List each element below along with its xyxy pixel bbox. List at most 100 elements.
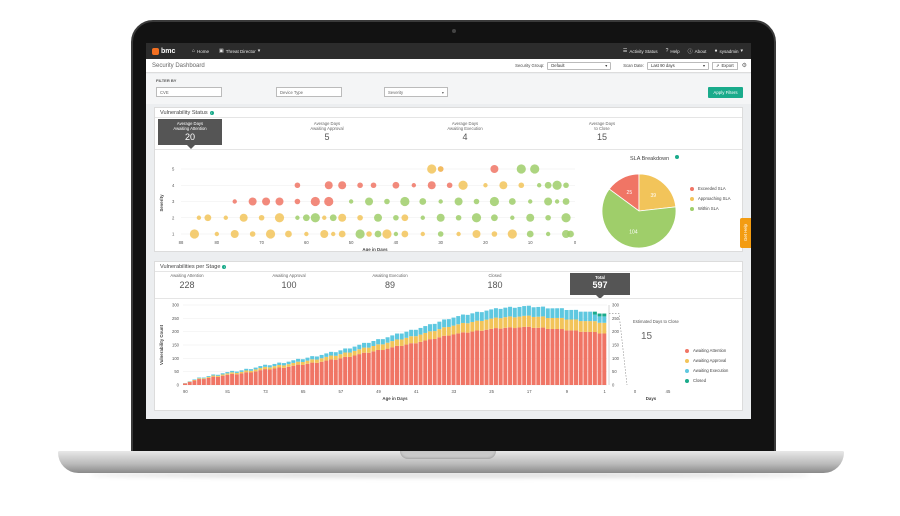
bubble-point: [516, 164, 526, 174]
severity-label: Severity: [388, 89, 404, 95]
bubble-point: [491, 231, 498, 237]
bar-segment: [541, 327, 546, 385]
stat-awaiting-approval[interactable]: Average Days Awaiting Approval 5: [295, 119, 359, 142]
bar-segment: [545, 318, 550, 329]
stat-value: 20: [184, 132, 195, 143]
bar-segment: [305, 360, 310, 364]
info-icon[interactable]: [675, 155, 679, 159]
nav-threat-director[interactable]: ▣ Threat Director ▾: [219, 48, 262, 54]
bar-segment: [555, 329, 560, 385]
bar-segment: [399, 333, 404, 340]
user-icon: ●: [714, 48, 718, 54]
stat-awaiting-execution[interactable]: Average Days Awaiting Execution 4: [433, 119, 497, 142]
chevron-down-icon: ▾: [257, 48, 261, 54]
nav-activity-status[interactable]: ☰ Activity Status: [623, 48, 658, 55]
stage-value: 100: [281, 280, 297, 290]
legend-label: Within SLA: [698, 206, 719, 211]
stage-awaiting-approval[interactable]: Awaiting Approval 100: [259, 273, 319, 290]
bar-segment: [437, 321, 442, 330]
bar-segment: [465, 314, 470, 324]
stage-label: Total: [595, 275, 605, 280]
legend-item: Within SLA: [690, 206, 731, 211]
x-tick-label: 1: [603, 389, 606, 394]
bar-segment: [211, 374, 216, 376]
info-icon[interactable]: i: [209, 110, 214, 115]
cve-input[interactable]: CVE: [156, 87, 222, 97]
bar-segment: [385, 348, 390, 385]
stage-closed[interactable]: Closed 180: [465, 273, 525, 290]
scan-date-select[interactable]: Last 90 days ▾: [646, 61, 709, 70]
bar-segment: [352, 350, 357, 356]
bar-segment: [352, 355, 357, 385]
legend-swatch: [685, 358, 689, 363]
nav-home[interactable]: ⌂ Home: [192, 48, 209, 54]
bubble-point: [446, 182, 453, 189]
bubble-point: [365, 197, 374, 206]
scan-date-label: Scan Date:: [623, 63, 644, 68]
bar-segment: [225, 374, 230, 385]
bubble-point: [302, 214, 310, 222]
bar-segment: [545, 328, 550, 385]
bar-segment: [201, 378, 206, 380]
stat-awaiting-attention[interactable]: Average Days Awaiting Attention 20: [158, 119, 222, 149]
screen: bmc ⌂ Home ▣ Threat Director ▾ ☰ Activit…: [146, 43, 751, 419]
bar-segment: [550, 308, 555, 318]
title-bar-controls: Security Group: Default ▾ Scan Date: Las…: [515, 61, 747, 70]
stage-value: 597: [592, 280, 608, 290]
stage-total[interactable]: Total 597: [570, 273, 630, 299]
bar-segment: [371, 345, 376, 352]
bubble-point: [392, 181, 400, 189]
bar-segment: [338, 358, 343, 385]
bar-segment: [239, 373, 244, 385]
bar-segment: [253, 369, 258, 372]
bar-segment: [300, 359, 305, 362]
bubble-point: [458, 180, 468, 190]
bar-segment: [399, 339, 404, 346]
bar-segment: [253, 367, 258, 370]
stage-awaiting-execution[interactable]: Awaiting Execution 89: [360, 273, 420, 290]
stage-awaiting-attention[interactable]: Awaiting Attention 228: [157, 273, 217, 290]
export-icon: ⇗: [715, 63, 720, 68]
get-help-tab[interactable]: Get Help: [740, 218, 751, 248]
stage-legend: Awaiting Attention Awaiting Approval Awa…: [685, 348, 728, 383]
apply-filters-button[interactable]: Apply Filters: [708, 87, 743, 98]
nav-label: sysadmin: [719, 48, 739, 54]
bar-segment: [470, 321, 475, 332]
info-icon[interactable]: i: [222, 264, 227, 269]
legend-swatch: [690, 186, 694, 191]
bar-segment: [423, 326, 428, 333]
bar-segment: [281, 363, 286, 366]
device-type-input[interactable]: Device Type: [276, 87, 342, 97]
bar-segment: [418, 327, 423, 335]
y-tick-label: 300: [612, 303, 620, 308]
nav-user[interactable]: ● sysadmin ▾: [714, 48, 745, 55]
x-tick-label: 0: [634, 389, 637, 394]
gear-icon[interactable]: ⚙: [741, 63, 747, 69]
nav-help[interactable]: ? Help: [666, 48, 680, 55]
bar-segment: [526, 305, 531, 316]
stat-to-close[interactable]: Average Days to Close 15: [570, 119, 634, 142]
bar-segment: [517, 316, 522, 328]
export-button[interactable]: ⇗ Export: [711, 61, 738, 70]
bar-segment: [329, 351, 334, 356]
y-tick-label: 5: [172, 167, 175, 172]
bar-segment: [526, 315, 531, 327]
logo[interactable]: bmc: [152, 47, 182, 55]
bar-segment: [347, 348, 352, 353]
bubble-point: [310, 213, 320, 223]
pie-slice: [638, 173, 677, 212]
bubble-point: [355, 229, 365, 239]
pie-slice: [601, 188, 677, 249]
bubble-point: [491, 214, 498, 222]
bar-segment: [286, 361, 291, 365]
vulnerabilities-per-stage-panel: Vulnerabilities per Stage i Awaiting Att…: [154, 261, 743, 411]
security-group-select[interactable]: Default ▾: [547, 61, 612, 70]
nav-about[interactable]: ⓘ About: [688, 48, 707, 55]
sla-title: SLA Breakdown: [630, 156, 669, 162]
bar-segment: [220, 374, 225, 376]
severity-select[interactable]: Severity ▾: [384, 87, 448, 97]
legend-item: Closed: [685, 378, 728, 383]
bubble-point: [530, 164, 540, 174]
divider: [155, 298, 742, 299]
